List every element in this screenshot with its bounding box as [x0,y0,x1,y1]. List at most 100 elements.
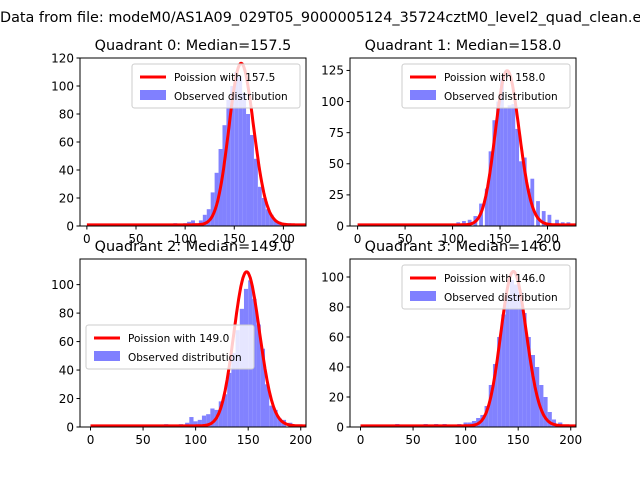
quadrant-2-title: Quadrant 2: Median=149.0 [95,239,292,255]
quadrant-0-legend-bar-swatch [140,90,166,100]
quadrant-3-xtick-label: 50 [405,433,420,447]
quadrant-2-xtick-label: 100 [184,433,207,447]
quadrant-3-hist-bar [488,385,493,427]
quadrant-2-ytick-label: 20 [59,392,74,406]
quadrant-3-hist-bar [518,292,523,427]
quadrant-2-xtick-label: 200 [289,433,312,447]
quadrant-3-ytick-label: 100 [321,270,344,284]
quadrant-3-hist-bar [501,314,506,427]
quadrant-3-legend-box [401,264,571,310]
quadrant-1-hist-bar [526,188,531,226]
quadrant-0-legend-box [131,63,301,109]
quadrant-3-hist-bar [509,280,514,427]
quadrant-2-hist-bar [260,348,266,427]
quadrant-1-ytick-label: 50 [329,157,344,171]
quadrant-1-xtick-label: 100 [441,232,464,246]
quadrant-2-hist-bar [227,372,232,427]
quadrant-1-legend-line-label: Poission with 158.0 [444,72,545,84]
quadrant-1-hist-bar [536,201,540,226]
quadrant-3-hist-bar [513,284,519,427]
quadrant-2-legend-box [85,324,255,370]
quadrant-0-hist-bar [249,135,254,226]
quadrant-2-panel: 0 50 100 150 200 0 20 40 60 80 100 Quadrant 2: Medi… [51,239,312,447]
quadrant-1-panel: 0 50 100 150 200 0 25 50 75 100 125 Quadrant 1: Med… [321,38,577,246]
quadrant-2-hist-bar [206,414,211,427]
quadrant-2-hist-bar [277,418,282,427]
quadrant-0-hist-bar [234,72,239,226]
quadrant-3-hist-bar [522,313,527,427]
quadrant-2-hist-bar [273,409,278,427]
quadrant-0-ytick-label: 20 [59,191,74,205]
quadrant-0-legend-bar-label: Observed distribution [174,91,288,103]
quadrant-1-hist-bar [484,188,489,226]
quadrant-2-legend-bar-swatch [94,351,120,361]
quadrant-3-ytick-label: 80 [329,300,344,314]
quadrant-2-hist-bar [218,401,223,427]
quadrant-3-hist-bar [484,406,489,427]
quadrant-3-hist-bar [497,337,502,427]
quadrant-0-ytick-label: 60 [59,135,74,149]
figure-suptitle: Data from file: modeM0/AS1A09_029T05_900… [0,10,640,26]
quadrant-1-hist-bar [515,128,520,226]
quadrant-1-ytick-label: 25 [329,188,344,202]
quadrant-3-xtick-label: 200 [559,433,582,447]
quadrant-1-ytick-label: 0 [336,219,344,233]
quadrant-1-xtick-label: 150 [489,232,512,246]
quadrant-3-title: Quadrant 3: Median=146.0 [365,239,562,255]
quadrant-0-hist-bar [269,214,274,226]
quadrant-1-axes-frame [349,57,577,227]
quadrant-2-hist-bar [197,419,202,427]
quadrant-0-ytick-label: 80 [59,107,74,121]
quadrant-2-xtick-label: 50 [135,433,150,447]
quadrant-3-hist-bar [492,364,498,427]
quadrant-2-hist-bar [256,324,261,427]
quadrant-2-poisson-line [90,270,306,427]
quadrant-3-panel: 0 50 100 150 200 0 20 40 60 80 100 Quadrant 3: Medi… [321,239,582,447]
quadrant-2-ytick-label: 0 [66,420,74,434]
quadrant-0-hist-bar [265,209,270,226]
quadrant-3-hist-bar [530,355,536,427]
quadrant-1-ytick-label: 100 [321,95,344,109]
quadrant-1-xtick-label: 50 [397,232,412,246]
quadrant-3-legend: Poission with 146.0 Observed distribution [401,264,571,310]
quadrant-3-axes-frame [349,258,577,428]
quadrant-1-title: Quadrant 1: Median=158.0 [365,38,562,54]
quadrant-0-hist-bar [242,93,247,226]
quadrant-1-hist-bar [511,104,516,226]
quadrant-2-xtick-label: 150 [237,433,260,447]
quadrant-0-xtick-label: 50 [128,232,143,246]
quadrant-3-legend-bar-swatch [410,291,436,301]
quadrant-2-hist-bar [269,405,274,427]
quadrant-3-legend-bar-label: Observed distribution [444,292,558,304]
quadrant-2-axes-frame [79,258,307,428]
quadrant-2-hist-bar [231,352,236,427]
quadrant-1-legend-bar-swatch [410,90,436,100]
quadrant-1-hist-bar [492,120,497,226]
quadrant-1-hist-bar [503,107,508,226]
quadrant-0-hist-bar [222,125,227,226]
quadrant-0-hist-bar [191,220,195,226]
quadrant-3-legend-line-label: Poission with 146.0 [444,273,545,285]
quadrant-1-ytick-label: 125 [321,64,344,78]
quadrant-3-hist-bar [547,412,552,427]
quadrant-2-hist-bar [235,330,240,427]
quadrant-3-xtick-label: 100 [454,433,477,447]
quadrant-1-hist-bar [522,157,527,226]
quadrant-0-hist-bar [238,76,243,226]
quadrant-0-ytick-label: 0 [66,219,74,233]
quadrant-1-hist-bar [555,219,559,226]
quadrant-3-poisson-line [360,270,576,427]
quadrant-0-title: Quadrant 0: Median=157.5 [95,38,292,54]
quadrant-3-ytick-label: 20 [329,390,344,404]
quadrant-2-legend-bar-label: Observed distribution [128,352,242,364]
quadrant-1-xtick-label: 0 [354,232,362,246]
quadrant-1-hist-bar [519,161,523,226]
quadrant-1-legend-bar-label: Observed distribution [444,91,558,103]
quadrant-2-ytick-label: 80 [59,306,74,320]
quadrant-0-xtick-label: 0 [83,232,91,246]
quadrant-0-hist-bar [246,114,250,226]
quadrant-2-legend-line-label: Poission with 149.0 [128,333,229,345]
quadrant-0-ytick-label: 40 [59,163,74,177]
quadrant-1-legend-box [401,63,571,109]
